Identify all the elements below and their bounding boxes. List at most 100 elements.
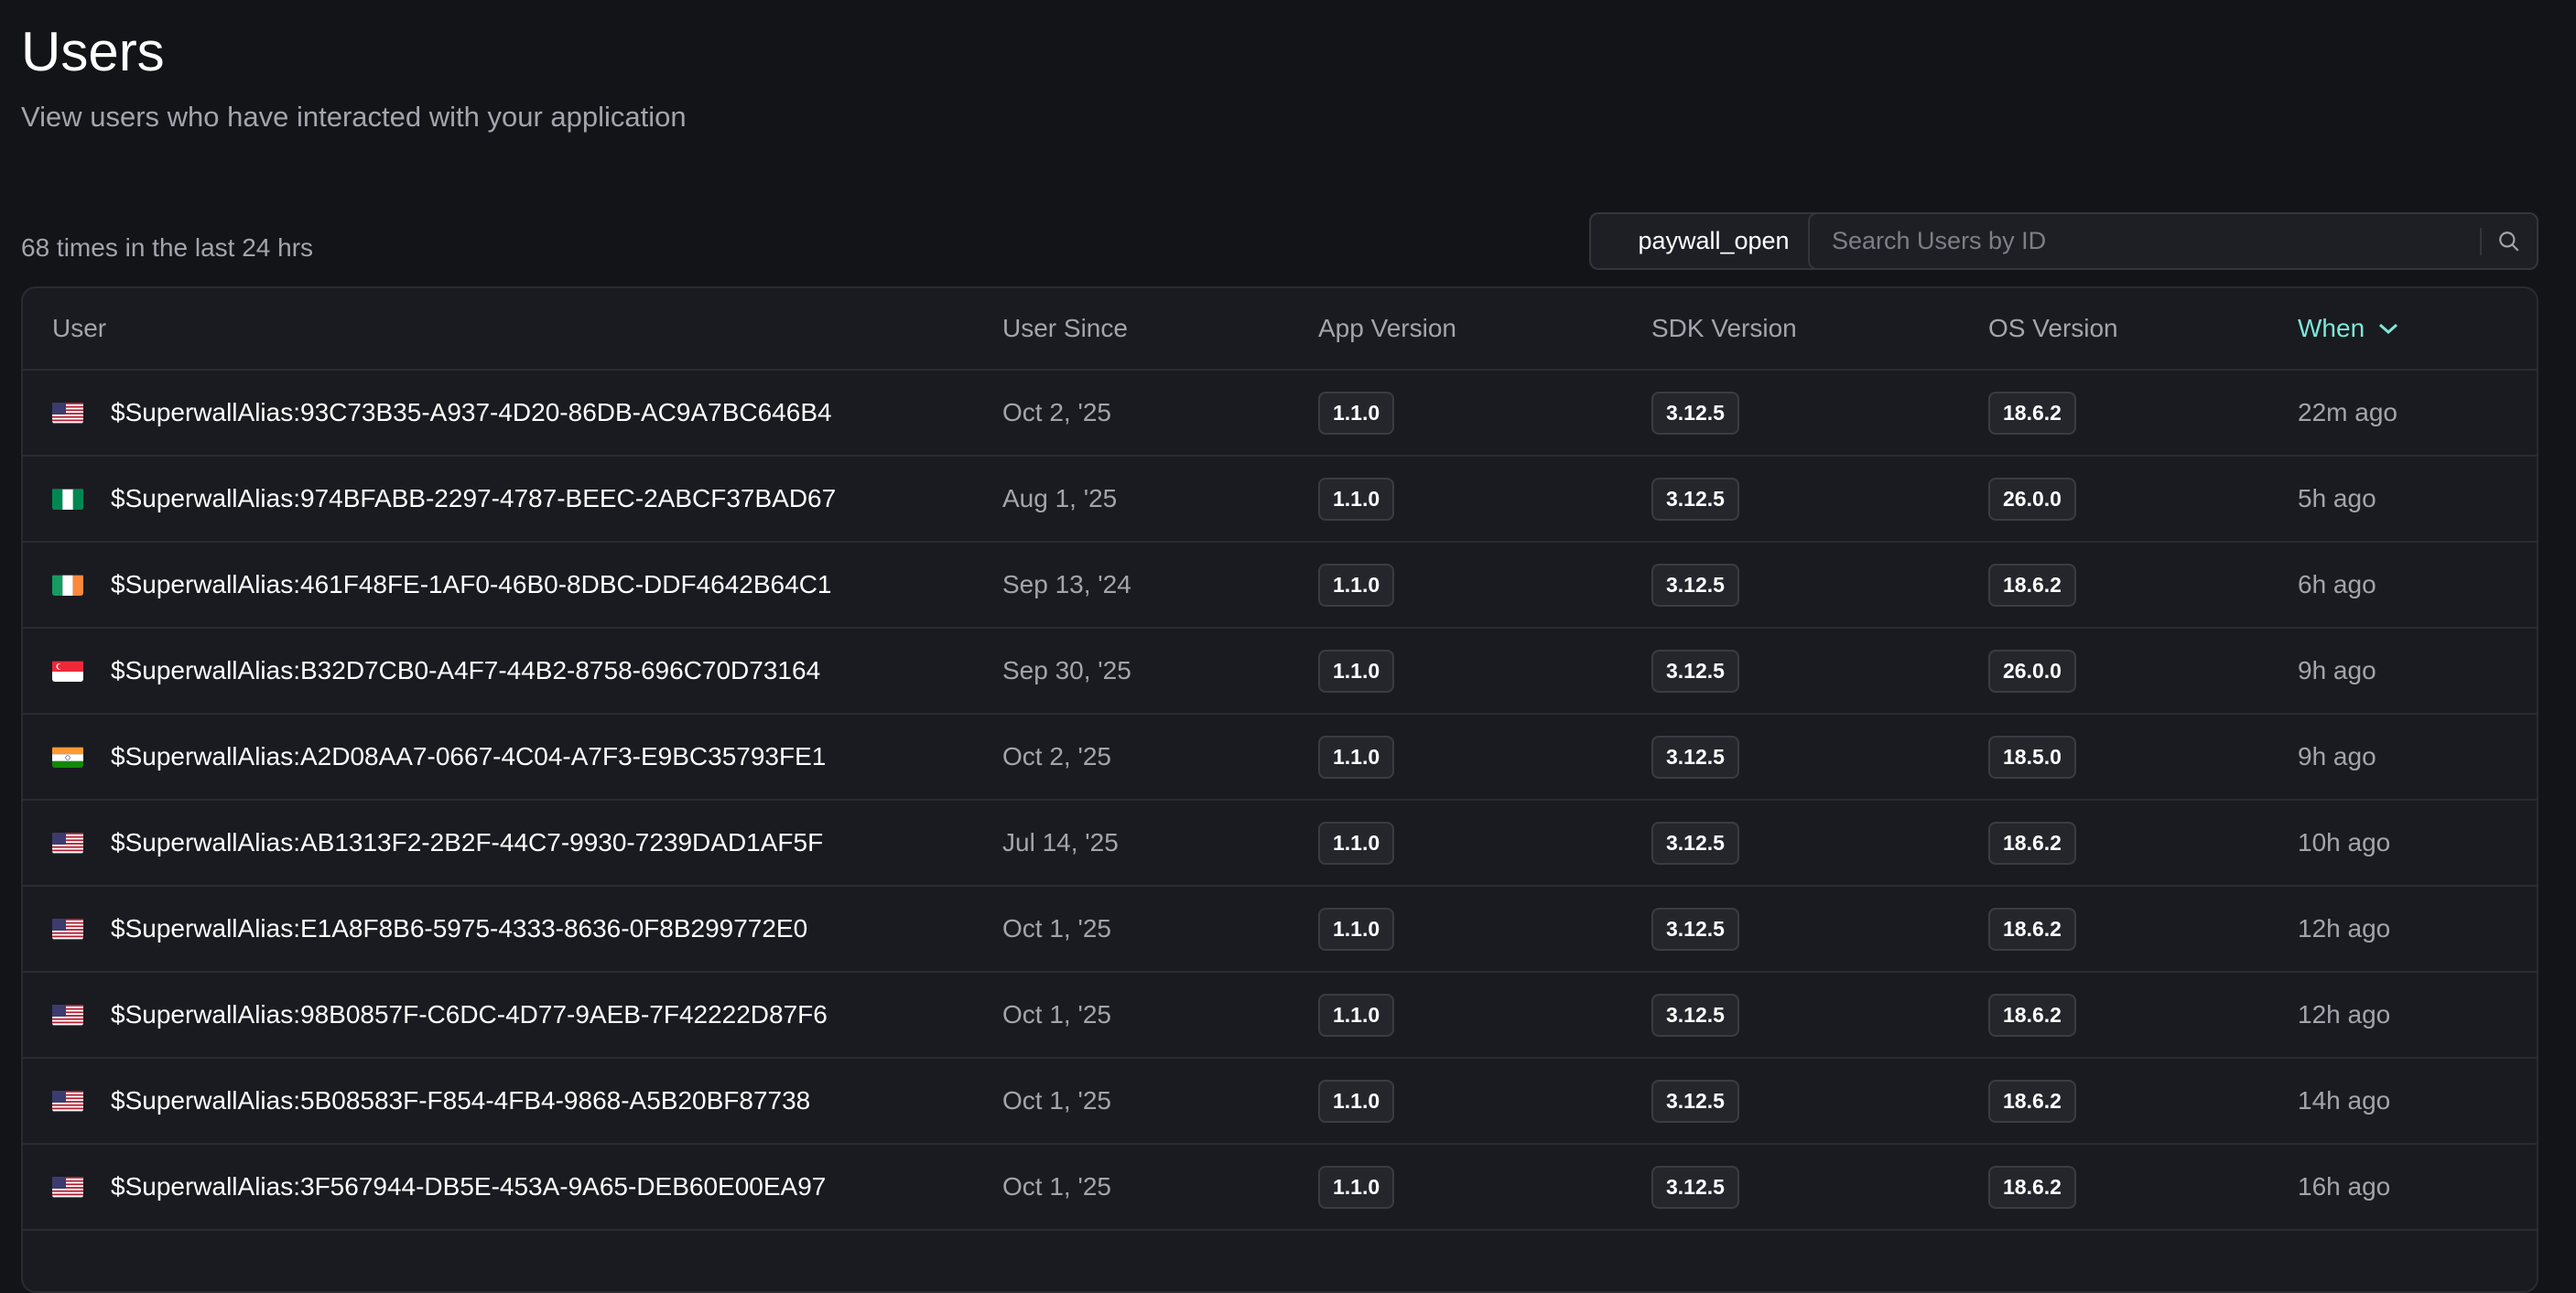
user-id[interactable]: $SuperwallAlias:93C73B35-A937-4D20-86DB-… [111, 398, 832, 426]
divider [2480, 227, 2482, 255]
when: 5h ago [2298, 484, 2376, 512]
column-header-os-version[interactable]: OS Version [1988, 314, 2118, 342]
user-id[interactable]: $SuperwallAlias:98B0857F-C6DC-4D77-9AEB-… [111, 1000, 828, 1029]
search-input[interactable] [1810, 226, 2480, 256]
app-version-badge: 1.1.0 [1318, 735, 1395, 779]
user-id[interactable]: $SuperwallAlias:B32D7CB0-A4F7-44B2-8758-… [111, 656, 821, 684]
table-row[interactable]: $SuperwallAlias:3F567944-DB5E-453A-9A65-… [23, 1145, 2537, 1231]
user-id[interactable]: $SuperwallAlias:E1A8F8B6-5975-4333-8636-… [111, 914, 808, 943]
event-count-summary: 68 times in the last 24 hrs [21, 233, 314, 262]
app-version-cell: 1.1.0 [1318, 477, 1395, 521]
user-id[interactable]: $SuperwallAlias:AB1313F2-2B2F-44C7-9930-… [111, 828, 824, 857]
sdk-version-badge: 3.12.5 [1651, 1079, 1739, 1123]
app-version-cell: 1.1.0 [1318, 1165, 1395, 1209]
sdk-version-cell: 3.12.5 [1651, 391, 1739, 435]
os-version-cell: 18.6.2 [1988, 1165, 2076, 1209]
user-id[interactable]: $SuperwallAlias:3F567944-DB5E-453A-9A65-… [111, 1172, 827, 1201]
os-version-badge: 18.6.2 [1988, 1165, 2076, 1209]
user-cell: $SuperwallAlias:5B08583F-F854-4FB4-9868-… [52, 1086, 810, 1115]
table-row[interactable]: $SuperwallAlias:98B0857F-C6DC-4D77-9AEB-… [23, 973, 2537, 1059]
os-version-badge: 18.5.0 [1988, 735, 2076, 779]
os-version-cell: 18.6.2 [1988, 1079, 2076, 1123]
user-since: Oct 1, '25 [1002, 1000, 1111, 1029]
page-subtitle: View users who have interacted with your… [21, 101, 687, 133]
column-header-sdk-version[interactable]: SDK Version [1651, 314, 1797, 342]
search-box [1808, 212, 2538, 270]
column-header-when-label: When [2298, 314, 2365, 342]
sdk-version-cell: 3.12.5 [1651, 907, 1739, 951]
os-version-badge: 18.6.2 [1988, 821, 2076, 865]
sdk-version-cell: 3.12.5 [1651, 735, 1739, 779]
user-cell: $SuperwallAlias:461F48FE-1AF0-46B0-8DBC-… [52, 570, 832, 599]
when: 14h ago [2298, 1086, 2391, 1115]
user-since: Sep 13, '24 [1002, 570, 1131, 598]
when: 9h ago [2298, 742, 2376, 770]
sdk-version-badge: 3.12.5 [1651, 477, 1739, 521]
sdk-version-badge: 3.12.5 [1651, 821, 1739, 865]
sdk-version-cell: 3.12.5 [1651, 993, 1739, 1037]
us-flag-icon [52, 1176, 83, 1198]
event-filter-button[interactable]: paywall_open [1589, 212, 1838, 270]
column-header-user-since[interactable]: User Since [1002, 314, 1128, 342]
app-version-cell: 1.1.0 [1318, 735, 1395, 779]
sdk-version-cell: 3.12.5 [1651, 1165, 1739, 1209]
table-row[interactable]: $SuperwallAlias:974BFABB-2297-4787-BEEC-… [23, 457, 2537, 543]
us-flag-icon [52, 1004, 83, 1026]
sdk-version-cell: 3.12.5 [1651, 563, 1739, 607]
app-version-cell: 1.1.0 [1318, 907, 1395, 951]
sdk-version-badge: 3.12.5 [1651, 735, 1739, 779]
app-version-cell: 1.1.0 [1318, 1079, 1395, 1123]
user-cell: $SuperwallAlias:3F567944-DB5E-453A-9A65-… [52, 1172, 826, 1201]
sdk-version-badge: 3.12.5 [1651, 993, 1739, 1037]
os-version-cell: 26.0.0 [1988, 649, 2076, 693]
user-id[interactable]: $SuperwallAlias:461F48FE-1AF0-46B0-8DBC-… [111, 570, 832, 598]
os-version-cell: 18.5.0 [1988, 735, 2076, 779]
us-flag-icon [52, 832, 83, 854]
user-cell: $SuperwallAlias:B32D7CB0-A4F7-44B2-8758-… [52, 656, 820, 685]
user-id[interactable]: $SuperwallAlias:A2D08AA7-0667-4C04-A7F3-… [111, 742, 827, 770]
app-version-badge: 1.1.0 [1318, 649, 1395, 693]
search-icon[interactable] [2482, 230, 2537, 253]
us-flag-icon [52, 402, 83, 424]
user-since: Oct 2, '25 [1002, 398, 1111, 426]
app-version-cell: 1.1.0 [1318, 821, 1395, 865]
table-header: User User Since App Version SDK Version … [23, 288, 2537, 371]
user-cell: $SuperwallAlias:974BFABB-2297-4787-BEEC-… [52, 484, 836, 513]
os-version-badge: 18.6.2 [1988, 907, 2076, 951]
user-since: Jul 14, '25 [1002, 828, 1119, 857]
os-version-cell: 18.6.2 [1988, 563, 2076, 607]
india-flag-icon [52, 746, 83, 768]
us-flag-icon [52, 918, 83, 940]
os-version-badge: 26.0.0 [1988, 477, 2076, 521]
column-header-when[interactable]: When [2298, 314, 2399, 343]
app-version-badge: 1.1.0 [1318, 821, 1395, 865]
table-row[interactable]: $SuperwallAlias:5B08583F-F854-4FB4-9868-… [23, 1059, 2537, 1145]
os-version-cell: 18.6.2 [1988, 907, 2076, 951]
os-version-badge: 18.6.2 [1988, 1079, 2076, 1123]
sdk-version-badge: 3.12.5 [1651, 1165, 1739, 1209]
user-cell: $SuperwallAlias:98B0857F-C6DC-4D77-9AEB-… [52, 1000, 828, 1029]
table-row[interactable]: $SuperwallAlias:AB1313F2-2B2F-44C7-9930-… [23, 801, 2537, 887]
os-version-cell: 26.0.0 [1988, 477, 2076, 521]
table-row[interactable]: $SuperwallAlias:461F48FE-1AF0-46B0-8DBC-… [23, 543, 2537, 629]
sdk-version-cell: 3.12.5 [1651, 649, 1739, 693]
table-row[interactable]: $SuperwallAlias:E1A8F8B6-5975-4333-8636-… [23, 887, 2537, 973]
table-row[interactable]: $SuperwallAlias:93C73B35-A937-4D20-86DB-… [23, 371, 2537, 457]
chevron-down-icon [2379, 323, 2398, 335]
table-row[interactable]: $SuperwallAlias:B32D7CB0-A4F7-44B2-8758-… [23, 629, 2537, 715]
os-version-badge: 18.6.2 [1988, 993, 2076, 1037]
os-version-badge: 18.6.2 [1988, 563, 2076, 607]
app-version-cell: 1.1.0 [1318, 993, 1395, 1037]
when: 16h ago [2298, 1172, 2391, 1201]
ireland-flag-icon [52, 574, 83, 596]
user-id[interactable]: $SuperwallAlias:5B08583F-F854-4FB4-9868-… [111, 1086, 811, 1115]
column-header-app-version[interactable]: App Version [1318, 314, 1456, 342]
app-version-cell: 1.1.0 [1318, 563, 1395, 607]
table-row[interactable]: $SuperwallAlias:A2D08AA7-0667-4C04-A7F3-… [23, 715, 2537, 801]
os-version-badge: 26.0.0 [1988, 649, 2076, 693]
user-since: Oct 1, '25 [1002, 1086, 1111, 1115]
user-since: Aug 1, '25 [1002, 484, 1118, 512]
app-version-badge: 1.1.0 [1318, 993, 1395, 1037]
column-header-user[interactable]: User [52, 314, 107, 342]
user-id[interactable]: $SuperwallAlias:974BFABB-2297-4787-BEEC-… [111, 484, 837, 512]
